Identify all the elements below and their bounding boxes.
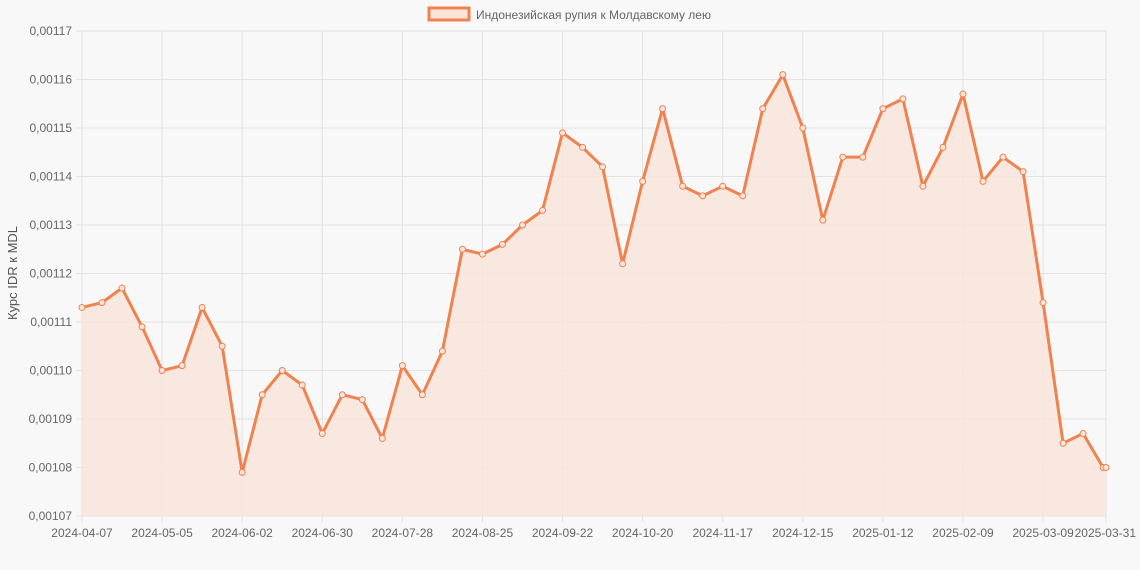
data-point[interactable] xyxy=(959,90,967,98)
x-axis-ticks: 2024-04-07 2024-05-05 2024-06-02 2024-06-30… xyxy=(51,526,1136,540)
y-tick-label: 0,00114 xyxy=(30,170,73,184)
data-point[interactable] xyxy=(1019,168,1027,176)
y-axis-label: Курс IDR к MDL xyxy=(5,226,20,320)
data-point[interactable] xyxy=(619,260,627,268)
data-point[interactable] xyxy=(378,434,386,442)
data-point[interactable] xyxy=(899,95,907,103)
data-point[interactable] xyxy=(118,284,126,292)
data-point[interactable] xyxy=(979,177,987,185)
data-point[interactable] xyxy=(198,303,206,311)
data-point[interactable] xyxy=(338,391,346,399)
legend-swatch[interactable] xyxy=(427,6,471,22)
data-point[interactable] xyxy=(1039,299,1047,307)
data-point[interactable] xyxy=(218,342,226,350)
data-point[interactable] xyxy=(919,182,927,190)
data-point[interactable] xyxy=(659,105,667,113)
data-point[interactable] xyxy=(819,216,827,224)
data-point[interactable] xyxy=(138,323,146,331)
data-point[interactable] xyxy=(358,396,366,404)
data-point[interactable] xyxy=(839,153,847,161)
x-tick-label: 2024-05-05 xyxy=(131,526,193,540)
legend[interactable]: Индонезийская рупия к Молдавскому лею xyxy=(427,6,711,22)
data-point[interactable] xyxy=(739,192,747,200)
data-point[interactable] xyxy=(859,153,867,161)
y-axis-ticks: 0,00107 0,00108 0,00109 0,00110 0,00111 0,001… xyxy=(29,24,73,523)
data-point[interactable] xyxy=(478,250,486,258)
chart-area-layer xyxy=(81,73,1106,516)
legend-label[interactable]: Индонезийская рупия к Молдавскому лею xyxy=(476,8,711,22)
data-point[interactable] xyxy=(719,182,727,190)
x-tick-label: 2025-02-09 xyxy=(932,526,994,540)
data-point[interactable] xyxy=(278,367,286,374)
data-point[interactable] xyxy=(539,206,547,214)
x-tick-label: 2024-07-28 xyxy=(372,526,434,540)
data-point[interactable] xyxy=(418,391,426,399)
x-tick-label: 2024-09-22 xyxy=(532,526,594,540)
data-point[interactable] xyxy=(158,367,166,374)
y-tick-label: 0,00117 xyxy=(30,24,73,38)
data-point[interactable] xyxy=(639,177,647,185)
x-tick-label: 2024-04-07 xyxy=(51,526,113,540)
data-point[interactable] xyxy=(1059,439,1067,447)
data-point[interactable] xyxy=(178,362,186,370)
data-point[interactable] xyxy=(759,105,767,113)
data-point[interactable] xyxy=(498,240,506,248)
data-point[interactable] xyxy=(78,303,86,311)
y-tick-label: 0,00108 xyxy=(29,461,73,475)
data-point[interactable] xyxy=(939,143,947,151)
x-tick-label: 2024-06-02 xyxy=(211,526,273,540)
y-tick-label: 0,00115 xyxy=(30,121,73,135)
series-area-fill xyxy=(82,74,1106,516)
y-tick-label: 0,00111 xyxy=(30,315,72,329)
data-point[interactable] xyxy=(438,347,446,355)
y-tick-label: 0,00110 xyxy=(30,364,73,378)
data-point[interactable] xyxy=(999,153,1007,161)
y-tick-label: 0,00116 xyxy=(30,73,73,87)
data-point[interactable] xyxy=(879,105,887,113)
data-point[interactable] xyxy=(398,362,406,370)
data-point[interactable] xyxy=(518,221,526,229)
x-tick-label: 2025-01-12 xyxy=(852,526,914,540)
x-tick-label: 2024-10-20 xyxy=(612,526,674,540)
data-point[interactable] xyxy=(1079,430,1087,438)
x-tick-label: 2024-08-25 xyxy=(452,526,514,540)
data-point[interactable] xyxy=(699,192,707,200)
data-point[interactable] xyxy=(1102,464,1110,471)
data-point[interactable] xyxy=(579,143,587,151)
x-tick-label: 2024-11-17 xyxy=(692,526,753,540)
data-point[interactable] xyxy=(599,163,607,171)
chart-points-layer xyxy=(78,71,1110,476)
y-tick-label: 0,00107 xyxy=(29,509,73,523)
y-tick-label: 0,00113 xyxy=(30,218,73,232)
data-point[interactable] xyxy=(258,391,266,399)
x-tick-label: 2025-03-09 xyxy=(1012,526,1074,540)
y-tick-label: 0,00109 xyxy=(29,412,73,426)
y-tick-label: 0,00112 xyxy=(30,267,73,281)
data-point[interactable] xyxy=(98,299,106,307)
data-point[interactable] xyxy=(238,468,246,476)
data-point[interactable] xyxy=(458,245,466,253)
data-point[interactable] xyxy=(779,71,787,79)
x-tick-label: 2025-03-31 xyxy=(1075,526,1137,540)
data-point[interactable] xyxy=(318,430,326,438)
x-tick-label: 2024-06-30 xyxy=(292,526,354,540)
data-point[interactable] xyxy=(799,124,807,132)
data-point[interactable] xyxy=(298,381,306,389)
data-point[interactable] xyxy=(559,129,567,137)
x-tick-label: 2024-12-15 xyxy=(772,526,834,540)
data-point[interactable] xyxy=(679,182,687,190)
